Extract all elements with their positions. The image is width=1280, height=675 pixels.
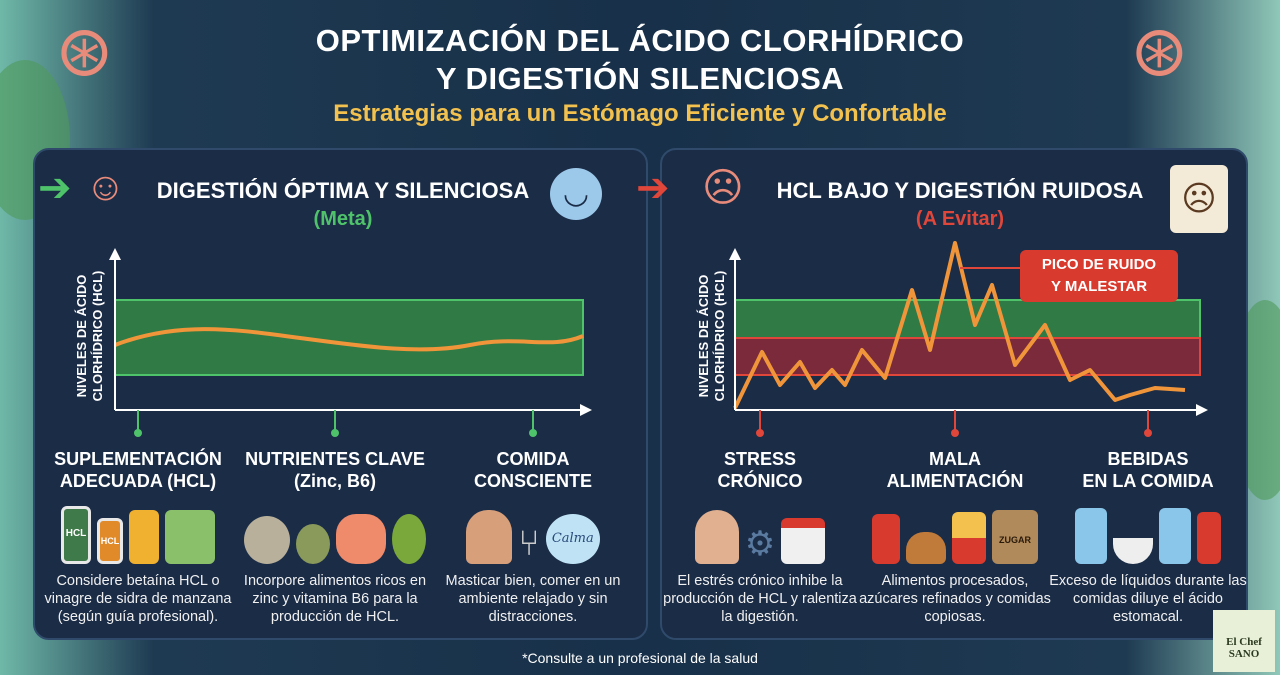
item-description: Incorpore alimentos ricos en zinc y vita… bbox=[243, 573, 427, 625]
item-description: Masticar bien, comer en un ambiente rela… bbox=[445, 573, 621, 625]
marker-nutrients bbox=[331, 429, 339, 437]
person-chewing-icon bbox=[466, 510, 513, 564]
green-arrow-icon: ➔ bbox=[38, 166, 72, 210]
water-glass-icon bbox=[1075, 508, 1107, 564]
item-title: COMIDA CONSCIENTE bbox=[473, 449, 592, 491]
calendar-icon bbox=[781, 518, 826, 564]
footnote: *Consulte a un profesional de la salud bbox=[522, 650, 758, 666]
salad-bowl-icon bbox=[1113, 538, 1153, 564]
item-stress: STRESS CRÓNICO ⚙ El estrés crónico inhibe… bbox=[660, 448, 860, 626]
hcl-bottle-icon: HCL bbox=[61, 506, 91, 564]
fork-knife-icon: ⑂ bbox=[518, 522, 540, 563]
right-x-arrowhead bbox=[1196, 404, 1208, 416]
item-mindful-eating: COMIDA CONSCIENTE ⑂ Calma Masticar bien, … bbox=[433, 448, 633, 626]
el-chef-sano-logo: El Chef SANO bbox=[1213, 610, 1275, 672]
item-title: MALA ALIMENTACIÓN bbox=[886, 449, 1024, 491]
item-title: STRESS CRÓNICO bbox=[717, 449, 803, 491]
main-title: OPTIMIZACIÓN DEL ÁCIDO CLORHÍDRICO Y DIGE… bbox=[315, 23, 965, 96]
item-title: BEBIDAS EN LA COMIDA bbox=[1082, 449, 1214, 491]
right-tag: (A Evitar) bbox=[915, 208, 1005, 230]
item-bad-diet: MALA ALIMENTACIÓN ZUGAR Alimentos procesa… bbox=[855, 448, 1055, 626]
left-stable-curve bbox=[114, 327, 584, 352]
stomach-illustration-right: ⊛ bbox=[1130, 12, 1189, 90]
marker-drinks bbox=[1144, 429, 1152, 437]
happy-intestine-icon: ☺ bbox=[85, 165, 126, 209]
item-title: SUPLEMENTACIÓN ADECUADA (HCL) bbox=[54, 449, 222, 491]
right-optimal-band bbox=[734, 299, 1201, 339]
item-title: NUTRIENTES CLAVE (Zinc, B6) bbox=[245, 449, 425, 491]
noise-peak-callout: PICO DE RUIDO Y MALESTAR bbox=[1020, 250, 1178, 302]
marker-stress bbox=[756, 429, 764, 437]
angry-intestine-icon: ☹ bbox=[702, 166, 744, 210]
right-heading: HCL BAJO Y DIGESTIÓN RUIDOSA bbox=[776, 178, 1144, 203]
stressed-person-icon: ☹ bbox=[1170, 165, 1228, 233]
right-erratic-curve bbox=[733, 241, 1186, 409]
left-x-arrowhead bbox=[580, 404, 592, 416]
item-nutrients: NUTRIENTES CLAVE (Zinc, B6) Incorpore ali… bbox=[235, 448, 435, 626]
left-tag: (Meta) bbox=[313, 208, 373, 230]
item-drinks: BEBIDAS EN LA COMIDA Exceso de líquidos d… bbox=[1048, 448, 1248, 626]
stressed-face-icon bbox=[694, 510, 739, 564]
seeds-icon bbox=[296, 524, 330, 564]
item-supplementation: SUPLEMENTACIÓN ADECUADA (HCL) HCL HCL Con… bbox=[38, 448, 238, 626]
hcl-bottle-small-icon: HCL bbox=[97, 518, 123, 564]
intestine-illustration-left: ⊛ bbox=[55, 12, 114, 90]
item-description: El estrés crónico inhibe la producción d… bbox=[663, 573, 857, 625]
calm-face-icon: ◡ bbox=[550, 168, 602, 220]
item-description: Exceso de líquidos durante las comidas d… bbox=[1049, 573, 1247, 625]
left-heading: DIGESTIÓN ÓPTIMA Y SILENCIOSA bbox=[156, 178, 530, 203]
item-description: Considere betaína HCL o vinagre de sidra… bbox=[44, 573, 232, 625]
right-markers bbox=[756, 410, 1152, 437]
fries-icon bbox=[952, 512, 986, 564]
water-glass-icon bbox=[1159, 508, 1191, 564]
left-optimal-band bbox=[114, 299, 584, 376]
right-y-arrowhead bbox=[729, 248, 741, 260]
vinegar-apple-icon bbox=[129, 510, 159, 564]
sugar-sack-icon: ZUGAR bbox=[992, 510, 1038, 564]
item-description: Alimentos procesados, azúcares refinados… bbox=[859, 573, 1051, 625]
marker-supplementation bbox=[134, 429, 142, 437]
marker-bad-diet bbox=[951, 429, 959, 437]
supplement-jars-icon bbox=[165, 510, 215, 564]
subtitle: Estrategias para un Estómago Eficiente y… bbox=[333, 100, 947, 127]
soda-can-icon bbox=[1197, 512, 1221, 564]
left-markers bbox=[134, 410, 537, 437]
right-low-band bbox=[734, 337, 1201, 376]
soda-cup-icon bbox=[872, 514, 900, 564]
salmon-icon bbox=[336, 514, 386, 564]
red-arrow-icon: ➔ bbox=[636, 166, 670, 210]
gears-icon: ⚙ bbox=[744, 525, 776, 563]
marker-mindful-eating bbox=[529, 429, 537, 437]
oyster-icon bbox=[244, 516, 290, 564]
calm-bubble-icon: Calma bbox=[545, 514, 600, 564]
left-y-arrowhead bbox=[109, 248, 121, 260]
burger-icon bbox=[906, 532, 946, 564]
avocado-icon bbox=[392, 514, 426, 564]
